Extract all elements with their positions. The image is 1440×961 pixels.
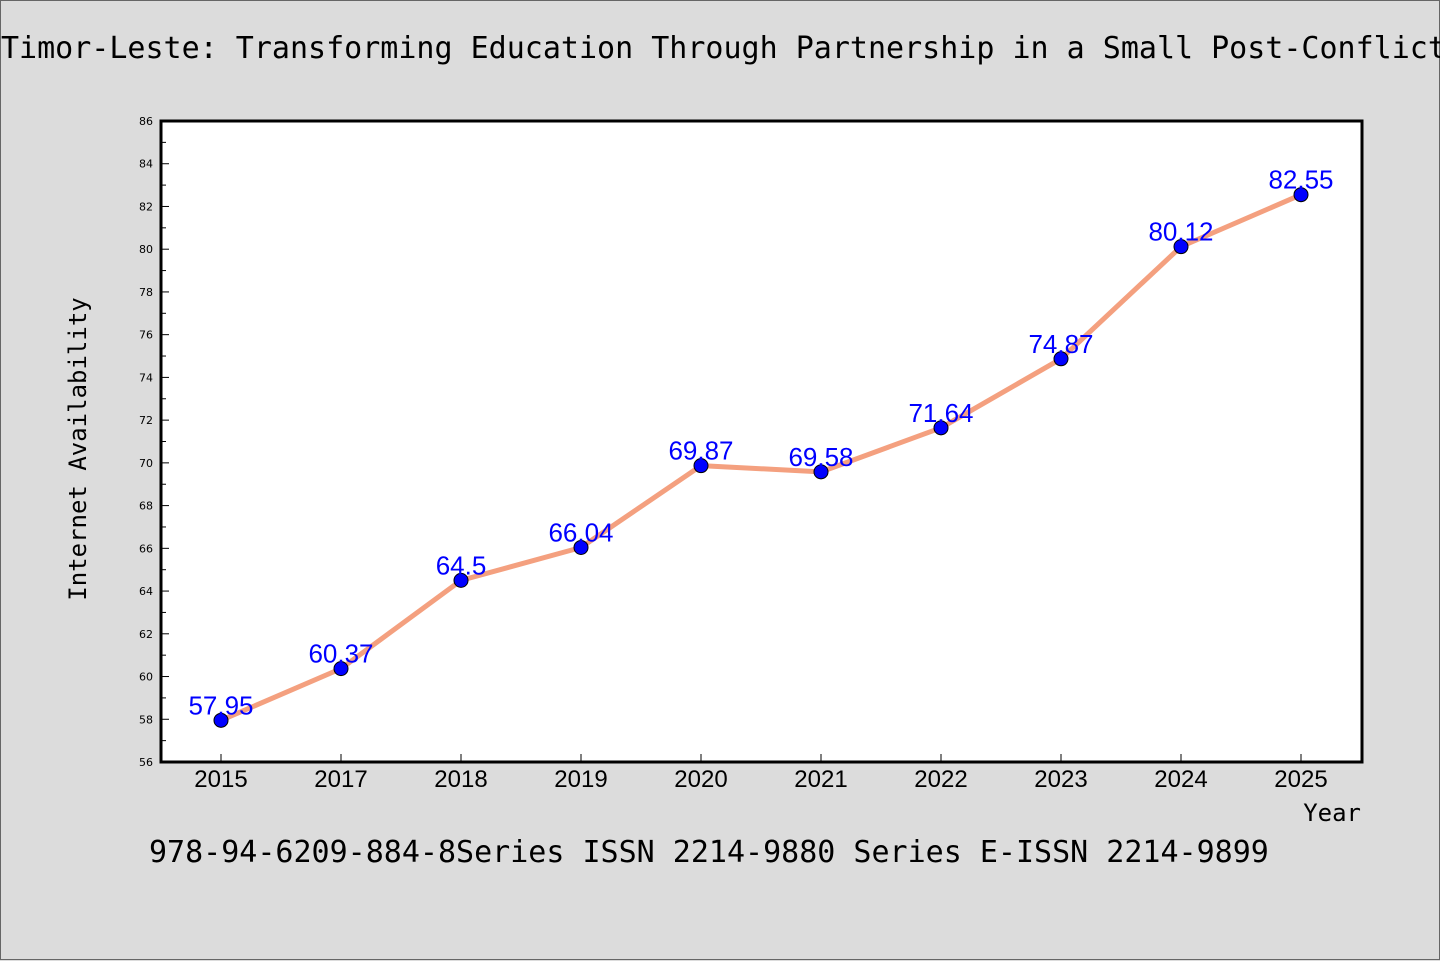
y-tick-label: 72 (139, 414, 153, 427)
data-point (453, 572, 469, 588)
x-tick-label: 2020 (674, 766, 727, 793)
x-tick-label: 2025 (1274, 766, 1327, 793)
data-label: 80.12 (1148, 217, 1213, 247)
data-point (213, 712, 229, 728)
y-tick-label: 56 (139, 756, 153, 769)
x-tick-label: 2019 (554, 766, 607, 793)
x-tick-label: 2017 (314, 766, 367, 793)
data-point (1173, 239, 1189, 255)
y-tick-label: 68 (139, 500, 153, 513)
data-points (213, 187, 1309, 728)
x-tick-label: 2021 (794, 766, 847, 793)
data-label: 60.37 (308, 639, 373, 669)
y-axis-label: Internet Availability (64, 297, 92, 600)
data-label: 82.55 (1268, 165, 1333, 195)
y-tick-label: 76 (139, 329, 153, 342)
data-point (1293, 187, 1309, 203)
x-axis-ticks: 2015 2017 2018 2019 2020 2021 2022 2023 2024 2025 (194, 754, 1328, 793)
data-point (693, 458, 709, 474)
data-label: 71.64 (908, 398, 973, 428)
y-tick-label: 64 (139, 585, 153, 598)
data-label: 69.58 (788, 442, 853, 472)
x-tick-label: 2023 (1034, 766, 1087, 793)
data-labels: 57.95 60.37 64.5 66.04 69.87 69.58 71.64 74.87 8… (188, 165, 1333, 721)
data-label: 64.5 (436, 550, 487, 580)
x-tick-label: 2015 (194, 766, 247, 793)
y-tick-label: 62 (139, 628, 153, 641)
y-tick-label: 82 (139, 200, 153, 213)
y-tick-label: 60 (139, 671, 153, 684)
x-tick-label: 2022 (914, 766, 967, 793)
chart-title: Timor-Leste: Transforming Education Thro… (1, 31, 1440, 66)
data-label: 66.04 (548, 517, 613, 547)
x-tick-label: 2024 (1154, 766, 1207, 793)
data-point (573, 539, 589, 555)
y-tick-label: 86 (139, 115, 153, 128)
y-tick-label: 80 (139, 243, 153, 256)
data-point (1053, 351, 1069, 367)
y-tick-label: 66 (139, 542, 153, 555)
data-label: 57.95 (188, 690, 253, 720)
x-tick-label: 2018 (434, 766, 487, 793)
y-tick-label: 74 (139, 371, 153, 384)
data-label: 69.87 (668, 436, 733, 466)
data-label: 74.87 (1028, 329, 1093, 359)
x-axis-label: Year (1303, 799, 1361, 827)
y-tick-label: 84 (139, 158, 153, 171)
y-tick-label: 70 (139, 457, 153, 470)
data-point (333, 661, 349, 677)
series-line (218, 192, 1304, 723)
footer-isbn: 978-94-6209-884-8Series ISSN 2214-9880 S… (149, 835, 1269, 870)
data-point (813, 464, 829, 480)
data-point (933, 420, 949, 436)
y-tick-label: 58 (139, 713, 153, 726)
y-tick-label: 78 (139, 286, 153, 299)
y-axis-ticks: 56 58 60 62 64 66 68 70 72 74 76 78 80 82 84 86 (139, 115, 169, 769)
